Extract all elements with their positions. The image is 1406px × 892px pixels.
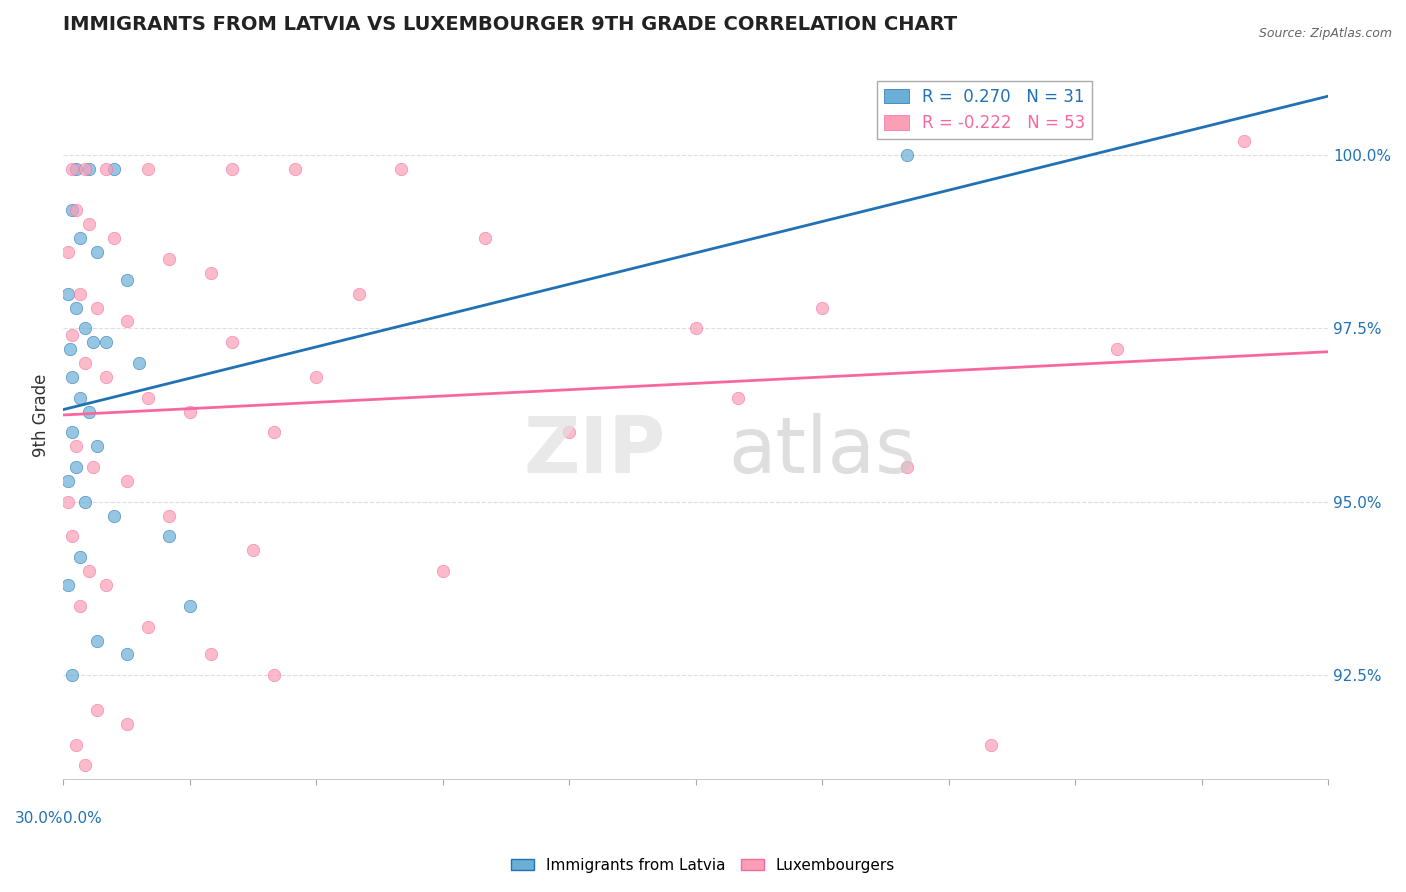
Point — [115, 474, 138, 488]
Point — [60, 425, 83, 440]
Point — [136, 391, 159, 405]
Point — [157, 508, 180, 523]
Point — [136, 620, 159, 634]
Text: IMMIGRANTS FROM LATVIA VS LUXEMBOURGER 9TH GRADE CORRELATION CHART: IMMIGRANTS FROM LATVIA VS LUXEMBOURGER 9… — [63, 15, 957, 34]
Point — [179, 599, 201, 613]
Point — [94, 578, 117, 592]
Point — [242, 543, 264, 558]
Point — [389, 161, 412, 176]
Text: ZIP: ZIP — [523, 414, 666, 490]
Point — [263, 668, 285, 682]
Point — [103, 508, 125, 523]
Point — [60, 668, 83, 682]
Point — [128, 356, 150, 370]
Point — [82, 460, 104, 475]
Point — [59, 342, 82, 356]
Point — [60, 203, 83, 218]
Point — [60, 370, 83, 384]
Point — [115, 716, 138, 731]
Point — [86, 245, 108, 260]
Legend: Immigrants from Latvia, Luxembourgers: Immigrants from Latvia, Luxembourgers — [505, 852, 901, 879]
Point — [86, 703, 108, 717]
Point — [1107, 342, 1129, 356]
Point — [65, 439, 87, 453]
Point — [56, 474, 79, 488]
Point — [65, 161, 87, 176]
Point — [82, 335, 104, 350]
Legend: R =  0.270   N = 31, R = -0.222   N = 53: R = 0.270 N = 31, R = -0.222 N = 53 — [877, 81, 1092, 138]
Point — [1233, 134, 1256, 148]
Point — [980, 738, 1002, 752]
Point — [896, 460, 918, 475]
Point — [60, 529, 83, 543]
Point — [73, 356, 96, 370]
Point — [56, 286, 79, 301]
Point — [200, 648, 222, 662]
Point — [221, 335, 243, 350]
Point — [73, 321, 96, 335]
Text: 0.0%: 0.0% — [63, 811, 103, 826]
Point — [94, 161, 117, 176]
Point — [73, 161, 96, 176]
Point — [896, 148, 918, 162]
Point — [86, 633, 108, 648]
Point — [221, 161, 243, 176]
Point — [685, 321, 707, 335]
Point — [60, 161, 83, 176]
Point — [69, 231, 91, 245]
Point — [94, 370, 117, 384]
Y-axis label: 9th Grade: 9th Grade — [31, 374, 49, 457]
Point — [347, 286, 370, 301]
Point — [77, 217, 100, 231]
Point — [103, 161, 125, 176]
Point — [69, 599, 91, 613]
Point — [69, 391, 91, 405]
Point — [56, 578, 79, 592]
Point — [305, 370, 328, 384]
Point — [60, 328, 83, 343]
Point — [73, 758, 96, 772]
Point — [200, 266, 222, 280]
Point — [103, 231, 125, 245]
Point — [69, 286, 91, 301]
Point — [558, 425, 581, 440]
Point — [115, 273, 138, 287]
Point — [474, 231, 496, 245]
Point — [179, 404, 201, 418]
Point — [115, 648, 138, 662]
Point — [263, 425, 285, 440]
Point — [284, 161, 307, 176]
Point — [94, 335, 117, 350]
Point — [69, 550, 91, 565]
Point — [65, 738, 87, 752]
Point — [77, 161, 100, 176]
Point — [73, 495, 96, 509]
Point — [65, 203, 87, 218]
Point — [56, 495, 79, 509]
Point — [115, 314, 138, 328]
Point — [727, 391, 749, 405]
Text: Source: ZipAtlas.com: Source: ZipAtlas.com — [1258, 27, 1392, 40]
Point — [136, 161, 159, 176]
Point — [65, 460, 87, 475]
Point — [432, 564, 454, 578]
Point — [86, 439, 108, 453]
Text: 30.0%: 30.0% — [15, 811, 63, 826]
Point — [56, 245, 79, 260]
Point — [86, 301, 108, 315]
Text: atlas: atlas — [728, 414, 917, 490]
Point — [157, 252, 180, 266]
Point — [157, 529, 180, 543]
Point — [811, 301, 834, 315]
Point — [77, 404, 100, 418]
Point — [77, 564, 100, 578]
Point — [65, 301, 87, 315]
